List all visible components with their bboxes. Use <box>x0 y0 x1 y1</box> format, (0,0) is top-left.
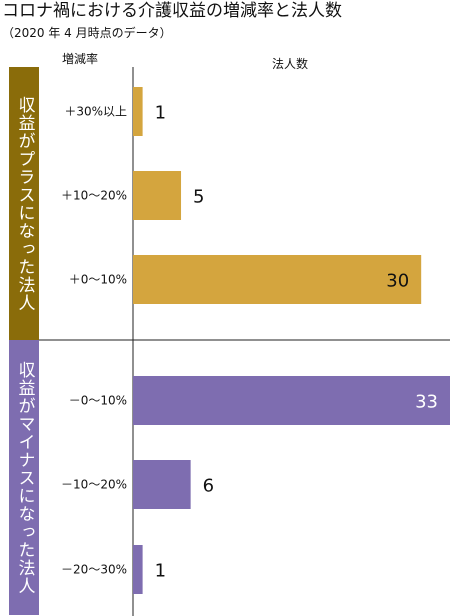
category-label-1: ＋30%以上 <box>64 105 127 119</box>
minus-group-label: 収益がマイナスになった法人 <box>14 360 35 595</box>
chart-subtitle: （2020 年 4 月時点のデータ） <box>2 26 172 40</box>
bar-6 <box>133 545 143 594</box>
value-label-1: 1 <box>155 103 166 124</box>
count-column-header: 法人数 <box>272 57 309 71</box>
plus-group-band: 収益がプラスになった法人 <box>9 67 39 340</box>
value-label-6: 1 <box>155 561 166 582</box>
bar-3 <box>133 255 422 304</box>
rate-column-header: 増減率 <box>62 52 99 66</box>
plus-group-label: 収益がプラスになった法人 <box>14 95 35 312</box>
value-label-4: 33 <box>415 392 438 413</box>
minus-group-band: 収益がマイナスになった法人 <box>9 340 39 615</box>
value-label-3: 30 <box>386 271 409 292</box>
category-label-2: ＋10～20% <box>61 189 127 203</box>
bar-5 <box>133 460 191 509</box>
category-label-4: －0～10% <box>69 394 127 408</box>
category-label-6: －20～30% <box>61 563 127 577</box>
bar-4 <box>133 376 450 425</box>
value-label-2: 5 <box>193 187 204 208</box>
category-label-3: ＋0～10% <box>69 273 127 287</box>
chart-title: コロナ禍における介護収益の増減率と法人数 <box>2 1 342 21</box>
bar-1 <box>133 87 143 136</box>
category-label-5: －10～20% <box>61 478 127 492</box>
bar-2 <box>133 171 182 220</box>
value-label-5: 6 <box>203 476 214 497</box>
